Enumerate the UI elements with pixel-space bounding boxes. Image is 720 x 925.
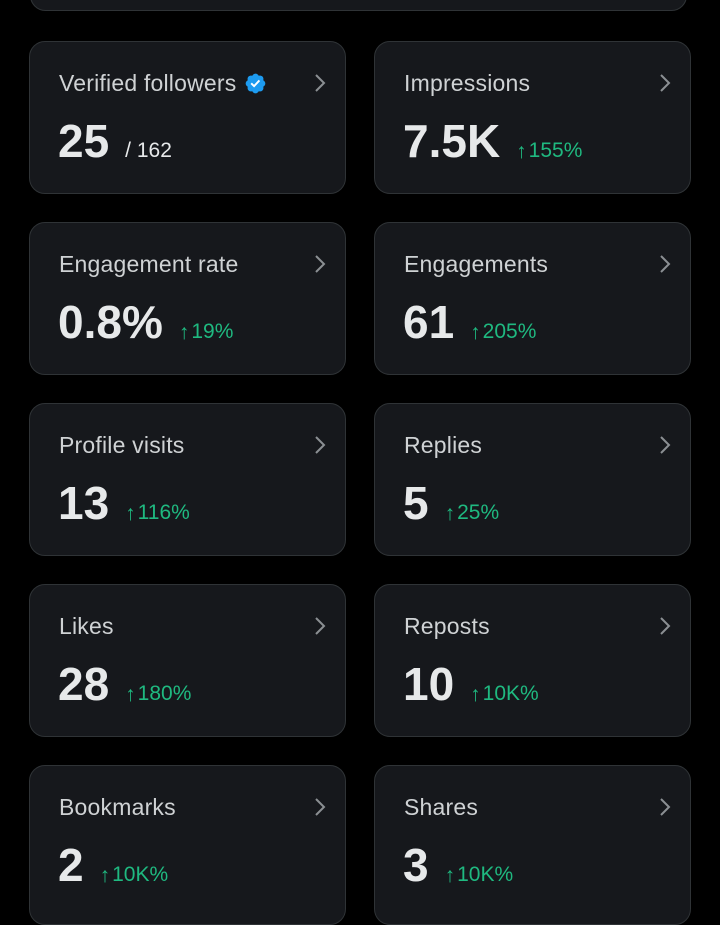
chevron-right-icon: [309, 796, 331, 818]
metric-change-value: 10K%: [457, 863, 514, 886]
metric-value: 7.5K: [403, 115, 501, 167]
metric-card-likes[interactable]: Likes 28 ↑ 180%: [29, 584, 346, 737]
metric-value: 5: [403, 477, 429, 529]
metric-change-value: 10K%: [112, 863, 169, 886]
metric-card-verified-followers[interactable]: Verified followers 25 / 162: [29, 41, 346, 194]
chevron-right-icon: [654, 796, 676, 818]
chevron-right-icon: [309, 434, 331, 456]
chevron-right-icon: [654, 72, 676, 94]
metric-change-value: 25%: [457, 501, 500, 524]
metric-value: 28: [58, 658, 110, 710]
metric-card-engagements[interactable]: Engagements 61 ↑ 205%: [374, 222, 691, 375]
metric-label: Likes: [59, 613, 114, 639]
metric-value: 25: [58, 115, 110, 167]
arrow-up-icon: ↑: [444, 502, 456, 525]
metric-total: / 162: [125, 139, 172, 162]
arrow-up-icon: ↑: [444, 864, 456, 887]
arrow-up-icon: ↑: [178, 321, 190, 344]
metric-card-impressions[interactable]: Impressions 7.5K ↑ 155%: [374, 41, 691, 194]
metric-change: ↑ 25%: [445, 501, 500, 525]
arrow-up-icon: ↑: [99, 864, 111, 887]
metric-value-row: 7.5K ↑ 155%: [403, 118, 582, 164]
metric-change-value: 10K%: [482, 682, 539, 705]
metric-change: ↑ 10K%: [100, 863, 169, 887]
metric-card-shares[interactable]: Shares 3 ↑ 10K%: [374, 765, 691, 925]
metric-label: Reposts: [404, 613, 490, 639]
metric-value-row: 13 ↑ 116%: [58, 480, 190, 526]
metric-card-replies[interactable]: Replies 5 ↑ 25%: [374, 403, 691, 556]
arrow-up-icon: ↑: [470, 321, 481, 344]
metric-label: Verified followers: [59, 70, 237, 96]
metric-value-row: 10 ↑ 10K%: [403, 661, 539, 707]
metric-change: ↑ 116%: [125, 501, 190, 525]
metric-label: Impressions: [404, 70, 531, 96]
arrow-up-icon: ↑: [516, 140, 527, 163]
arrow-up-icon: ↑: [125, 683, 136, 706]
metric-change-value: 19%: [191, 320, 234, 343]
metric-card-reposts[interactable]: Reposts 10 ↑ 10K%: [374, 584, 691, 737]
metric-value: 0.8%: [58, 296, 163, 348]
metric-label: Engagements: [404, 251, 549, 277]
arrow-up-icon: ↑: [470, 683, 481, 706]
metrics-grid: Verified followers 25 / 162 Impressions …: [29, 41, 691, 925]
metric-value-row: 3 ↑ 10K%: [403, 842, 513, 888]
chevron-right-icon: [309, 253, 331, 275]
metric-change: ↑ 180%: [125, 682, 191, 706]
metric-label: Profile visits: [59, 432, 185, 458]
metric-change: ↑ 205%: [470, 320, 536, 344]
chevron-right-icon: [309, 615, 331, 637]
metric-change: ↑ 155%: [516, 139, 582, 163]
metric-value-row: 28 ↑ 180%: [58, 661, 191, 707]
metric-label: Shares: [404, 794, 479, 820]
metric-value-row: 2 ↑ 10K%: [58, 842, 168, 888]
chevron-right-icon: [654, 615, 676, 637]
metric-value-row: 5 ↑ 25%: [403, 480, 499, 526]
metric-label: Replies: [404, 432, 483, 458]
metric-label-container: Verified followers: [59, 70, 267, 97]
metric-value: 2: [58, 839, 84, 891]
arrow-up-icon: ↑: [125, 502, 136, 525]
metric-value: 61: [403, 296, 455, 348]
metric-change: ↑ 10K%: [445, 863, 514, 887]
metric-value-row: 25 / 162: [58, 118, 172, 164]
metric-card-profile-visits[interactable]: Profile visits 13 ↑ 116%: [29, 403, 346, 556]
metric-change: ↑ 19%: [179, 320, 234, 344]
previous-card[interactable]: [30, 0, 687, 11]
metric-change-value: 205%: [482, 320, 537, 343]
metric-value: 3: [403, 839, 429, 891]
chevron-right-icon: [654, 434, 676, 456]
metric-value-row: 0.8% ↑ 19%: [58, 299, 233, 345]
metric-change: ↑ 10K%: [470, 682, 539, 706]
chevron-right-icon: [654, 253, 676, 275]
metric-value: 13: [58, 477, 110, 529]
metric-card-engagement-rate[interactable]: Engagement rate 0.8% ↑ 19%: [29, 222, 346, 375]
metric-change-value: 155%: [528, 139, 583, 162]
metric-card-bookmarks[interactable]: Bookmarks 2 ↑ 10K%: [29, 765, 346, 925]
metric-label: Engagement rate: [59, 251, 239, 277]
metric-change-value: 116%: [137, 501, 190, 524]
metric-change-value: 180%: [137, 682, 192, 705]
metric-label: Bookmarks: [59, 794, 176, 820]
metric-value-row: 61 ↑ 205%: [403, 299, 536, 345]
chevron-right-icon: [309, 72, 331, 94]
metric-value: 10: [403, 658, 455, 710]
verified-badge-icon: [244, 72, 267, 95]
